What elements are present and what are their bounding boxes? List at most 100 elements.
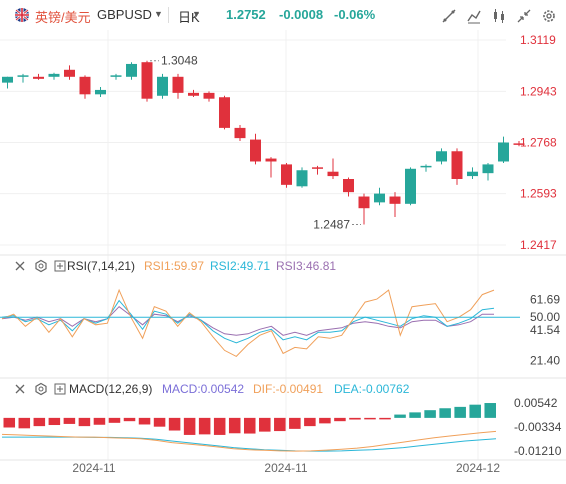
macd-histogram-bar xyxy=(168,417,181,431)
candle-body xyxy=(436,151,447,162)
candle-body xyxy=(33,76,44,79)
candle-body xyxy=(250,139,261,162)
uk-flag-icon xyxy=(15,8,29,22)
price-change: -0.0008 xyxy=(279,7,324,22)
candle-body xyxy=(296,170,308,187)
pair-code[interactable]: GBPUSD xyxy=(97,7,152,22)
date-axis: 2024-11 2024-11 2024-12 xyxy=(72,461,500,475)
macd-histogram-bar xyxy=(213,417,226,435)
candle-body xyxy=(110,75,122,77)
price-tick-label: 1.2943 xyxy=(520,84,557,98)
date-tick-label: 2024-11 xyxy=(264,461,307,475)
macd-histogram-bar xyxy=(424,410,436,418)
rsi1-value: RSI1:59.97 xyxy=(144,259,205,273)
candle-body xyxy=(126,63,137,77)
macd-histogram-bar xyxy=(379,417,391,420)
rsi-indicator-name[interactable]: RSI(7,14,21) xyxy=(67,259,136,273)
rsi-tick-label: 41.54 xyxy=(530,323,560,337)
period-selector[interactable]: 日K xyxy=(178,10,200,25)
rsi-tick-label: 21.40 xyxy=(530,353,560,367)
macd-histogram-bar xyxy=(319,417,331,424)
macd-close-icon[interactable] xyxy=(14,383,26,395)
macd-tick-label: -0.00334 xyxy=(514,420,562,434)
rsi-tick-label: 50.00 xyxy=(530,310,560,324)
price-tick-label: 1.2593 xyxy=(520,187,557,201)
macd-tick-label: -0.01210 xyxy=(514,444,562,458)
macd-histogram-bar xyxy=(289,417,301,429)
macd-histogram-bar xyxy=(484,403,496,418)
grid-lines xyxy=(0,30,566,461)
rsi2-value: RSI2:49.71 xyxy=(210,259,271,273)
macd-histogram-bar xyxy=(33,417,46,427)
dif-value: DIF:-0.00491 xyxy=(253,382,324,396)
macd-histogram-bar xyxy=(123,417,136,422)
candle-body xyxy=(281,164,292,185)
rsi-settings-icon[interactable] xyxy=(34,259,48,273)
macd-histogram-bar xyxy=(48,417,61,426)
macd-settings-icon[interactable] xyxy=(34,382,48,396)
header-divider xyxy=(168,7,169,23)
candle-body xyxy=(219,97,230,128)
date-tick-label: 2024-11 xyxy=(72,461,115,475)
macd-indicator-name[interactable]: MACD(12,26,9) xyxy=(69,382,153,396)
macd-histogram-bar xyxy=(394,414,406,418)
rsi-close-icon[interactable] xyxy=(14,260,26,272)
low-price-label: 1.2487 xyxy=(313,218,350,232)
period-dropdown-icon[interactable]: ▼ xyxy=(192,9,201,19)
candle-type-icon[interactable] xyxy=(490,7,508,25)
macd-histogram-bar xyxy=(349,417,361,420)
macd-histogram-bar xyxy=(454,406,466,418)
candle-body xyxy=(327,171,339,177)
price-change-percent: -0.06% xyxy=(334,7,376,22)
settings-gear-icon[interactable] xyxy=(540,7,558,25)
macd-histogram-bar xyxy=(243,417,256,434)
dea-value: DEA:-0.00762 xyxy=(334,382,410,396)
candle-body xyxy=(420,165,432,168)
macd-histogram-bar xyxy=(93,417,106,425)
macd-histogram-bar xyxy=(409,412,421,418)
macd-histogram-bar xyxy=(439,408,451,418)
candle-body xyxy=(358,196,370,209)
price-axis: 1.3119 1.2943 1.2768 1.2593 1.2417 xyxy=(520,33,557,252)
indicator-icon[interactable] xyxy=(465,7,483,25)
price-tick-label: 1.2417 xyxy=(520,238,557,252)
rsi1-line xyxy=(1,288,495,358)
candle-body xyxy=(172,76,184,93)
macd-tick-label: 0.00542 xyxy=(514,396,558,410)
candle-body xyxy=(79,76,91,95)
candle-body xyxy=(265,158,277,162)
draw-line-icon[interactable] xyxy=(440,7,458,25)
candlestick-series xyxy=(2,60,525,225)
macd-histogram-bar xyxy=(364,417,376,420)
pair-dropdown-icon[interactable]: ▼ xyxy=(154,9,163,19)
price-annotations: 1.3048 1.2487 xyxy=(150,54,361,232)
macd-histogram-bar xyxy=(304,417,316,427)
macd-histogram-bar xyxy=(198,417,211,435)
candle-body xyxy=(482,164,494,174)
macd-histogram-bar xyxy=(18,417,31,429)
date-tick-label: 2024-12 xyxy=(456,461,500,475)
pair-name[interactable]: 英镑/美元 xyxy=(35,10,91,25)
current-price: 1.2752 xyxy=(226,7,266,22)
macd-histogram-bar xyxy=(3,417,16,428)
candle-body xyxy=(203,92,215,99)
macd-histogram-bar xyxy=(63,417,76,424)
candle-body xyxy=(374,193,385,203)
macd-expand-icon[interactable] xyxy=(54,383,66,395)
macd-histogram-bar xyxy=(274,417,286,432)
chart-header: 英镑/美元 GBPUSD ▼ 日K ▼ 1.2752 -0.0008 -0.06… xyxy=(0,0,566,30)
macd-histogram-bar xyxy=(153,417,166,427)
candle-body xyxy=(157,76,168,96)
dif-line xyxy=(1,430,497,452)
candle-body xyxy=(498,142,509,162)
macd-histogram-bar xyxy=(183,417,196,435)
rsi3-value: RSI3:46.81 xyxy=(276,259,337,273)
candle-body xyxy=(17,75,29,77)
rsi-expand-icon[interactable] xyxy=(54,260,66,272)
candle-body xyxy=(343,179,354,193)
candle-body xyxy=(451,151,463,180)
macd-histogram-bar xyxy=(259,417,271,432)
collapse-icon[interactable] xyxy=(515,7,533,25)
